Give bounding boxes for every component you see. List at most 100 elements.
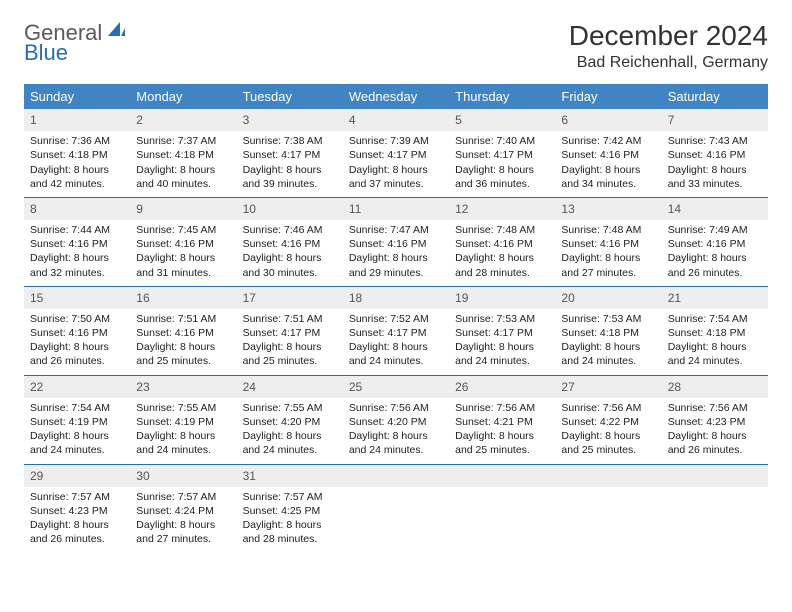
sunset: Sunset: 4:16 PM [349, 237, 443, 251]
day-number: 5 [449, 109, 555, 131]
dayhead-monday: Monday [130, 84, 236, 109]
daylight: Daylight: 8 hours and 24 minutes. [455, 340, 549, 368]
day-number: 11 [343, 198, 449, 220]
sunset: Sunset: 4:16 PM [136, 237, 230, 251]
day-cell: 27Sunrise: 7:56 AMSunset: 4:22 PMDayligh… [555, 375, 661, 464]
day-body: Sunrise: 7:56 AMSunset: 4:22 PMDaylight:… [555, 398, 661, 464]
empty-cell [343, 464, 449, 552]
day-number: 23 [130, 376, 236, 398]
sunrise: Sunrise: 7:47 AM [349, 223, 443, 237]
day-number: 14 [662, 198, 768, 220]
day-cell: 25Sunrise: 7:56 AMSunset: 4:20 PMDayligh… [343, 375, 449, 464]
daylight: Daylight: 8 hours and 26 minutes. [668, 251, 762, 279]
day-cell: 10Sunrise: 7:46 AMSunset: 4:16 PMDayligh… [237, 197, 343, 286]
sunrise: Sunrise: 7:42 AM [561, 134, 655, 148]
day-body: Sunrise: 7:43 AMSunset: 4:16 PMDaylight:… [662, 131, 768, 197]
sunset: Sunset: 4:17 PM [243, 148, 337, 162]
sunset: Sunset: 4:24 PM [136, 504, 230, 518]
day-number: 18 [343, 287, 449, 309]
sunset: Sunset: 4:20 PM [349, 415, 443, 429]
day-number: 20 [555, 287, 661, 309]
sunrise: Sunrise: 7:38 AM [243, 134, 337, 148]
day-number: 2 [130, 109, 236, 131]
sunset: Sunset: 4:17 PM [455, 326, 549, 340]
week-row: 29Sunrise: 7:57 AMSunset: 4:23 PMDayligh… [24, 464, 768, 552]
day-number: 8 [24, 198, 130, 220]
logo-sail-icon [106, 20, 126, 43]
sunrise: Sunrise: 7:37 AM [136, 134, 230, 148]
sunrise: Sunrise: 7:50 AM [30, 312, 124, 326]
day-body: Sunrise: 7:38 AMSunset: 4:17 PMDaylight:… [237, 131, 343, 197]
daylight: Daylight: 8 hours and 24 minutes. [668, 340, 762, 368]
sunset: Sunset: 4:21 PM [455, 415, 549, 429]
day-body: Sunrise: 7:56 AMSunset: 4:20 PMDaylight:… [343, 398, 449, 464]
day-number: 13 [555, 198, 661, 220]
sunset: Sunset: 4:19 PM [136, 415, 230, 429]
sunset: Sunset: 4:17 PM [243, 326, 337, 340]
sunrise: Sunrise: 7:54 AM [668, 312, 762, 326]
sunset: Sunset: 4:16 PM [668, 237, 762, 251]
day-number: 25 [343, 376, 449, 398]
dayhead-friday: Friday [555, 84, 661, 109]
daylight: Daylight: 8 hours and 24 minutes. [30, 429, 124, 457]
sunset: Sunset: 4:16 PM [136, 326, 230, 340]
daylight: Daylight: 8 hours and 26 minutes. [30, 518, 124, 546]
day-body: Sunrise: 7:56 AMSunset: 4:23 PMDaylight:… [662, 398, 768, 464]
day-cell: 31Sunrise: 7:57 AMSunset: 4:25 PMDayligh… [237, 464, 343, 552]
daylight: Daylight: 8 hours and 24 minutes. [349, 429, 443, 457]
day-cell: 8Sunrise: 7:44 AMSunset: 4:16 PMDaylight… [24, 197, 130, 286]
daylight: Daylight: 8 hours and 29 minutes. [349, 251, 443, 279]
day-body: Sunrise: 7:48 AMSunset: 4:16 PMDaylight:… [449, 220, 555, 286]
day-number: 12 [449, 198, 555, 220]
dayhead-wednesday: Wednesday [343, 84, 449, 109]
sunrise: Sunrise: 7:51 AM [243, 312, 337, 326]
logo-text-blue: Blue [24, 40, 68, 65]
week-row: 1Sunrise: 7:36 AMSunset: 4:18 PMDaylight… [24, 109, 768, 197]
sunrise: Sunrise: 7:51 AM [136, 312, 230, 326]
day-cell: 13Sunrise: 7:48 AMSunset: 4:16 PMDayligh… [555, 197, 661, 286]
day-cell: 24Sunrise: 7:55 AMSunset: 4:20 PMDayligh… [237, 375, 343, 464]
day-number: 31 [237, 465, 343, 487]
day-cell: 29Sunrise: 7:57 AMSunset: 4:23 PMDayligh… [24, 464, 130, 552]
sunset: Sunset: 4:20 PM [243, 415, 337, 429]
day-body: Sunrise: 7:50 AMSunset: 4:16 PMDaylight:… [24, 309, 130, 375]
day-cell: 30Sunrise: 7:57 AMSunset: 4:24 PMDayligh… [130, 464, 236, 552]
sunset: Sunset: 4:16 PM [561, 148, 655, 162]
day-number: 22 [24, 376, 130, 398]
daylight: Daylight: 8 hours and 25 minutes. [455, 429, 549, 457]
logo-blue-line: Blue [24, 40, 68, 66]
day-body: Sunrise: 7:51 AMSunset: 4:17 PMDaylight:… [237, 309, 343, 375]
day-body: Sunrise: 7:52 AMSunset: 4:17 PMDaylight:… [343, 309, 449, 375]
sunset: Sunset: 4:16 PM [243, 237, 337, 251]
daylight: Daylight: 8 hours and 37 minutes. [349, 163, 443, 191]
sunset: Sunset: 4:18 PM [561, 326, 655, 340]
day-number: 21 [662, 287, 768, 309]
sunset: Sunset: 4:18 PM [136, 148, 230, 162]
day-body: Sunrise: 7:47 AMSunset: 4:16 PMDaylight:… [343, 220, 449, 286]
day-number: 1 [24, 109, 130, 131]
day-body: Sunrise: 7:57 AMSunset: 4:23 PMDaylight:… [24, 487, 130, 553]
day-body: Sunrise: 7:57 AMSunset: 4:25 PMDaylight:… [237, 487, 343, 553]
day-cell: 16Sunrise: 7:51 AMSunset: 4:16 PMDayligh… [130, 286, 236, 375]
day-cell: 12Sunrise: 7:48 AMSunset: 4:16 PMDayligh… [449, 197, 555, 286]
daylight: Daylight: 8 hours and 27 minutes. [136, 518, 230, 546]
day-cell: 3Sunrise: 7:38 AMSunset: 4:17 PMDaylight… [237, 109, 343, 197]
day-cell: 1Sunrise: 7:36 AMSunset: 4:18 PMDaylight… [24, 109, 130, 197]
sunset: Sunset: 4:16 PM [30, 326, 124, 340]
day-cell: 23Sunrise: 7:55 AMSunset: 4:19 PMDayligh… [130, 375, 236, 464]
title-block: December 2024 Bad Reichenhall, Germany [569, 20, 768, 72]
daylight: Daylight: 8 hours and 36 minutes. [455, 163, 549, 191]
sunrise: Sunrise: 7:40 AM [455, 134, 549, 148]
week-row: 15Sunrise: 7:50 AMSunset: 4:16 PMDayligh… [24, 286, 768, 375]
dayhead-thursday: Thursday [449, 84, 555, 109]
daylight: Daylight: 8 hours and 34 minutes. [561, 163, 655, 191]
sunrise: Sunrise: 7:55 AM [136, 401, 230, 415]
sunrise: Sunrise: 7:55 AM [243, 401, 337, 415]
sunrise: Sunrise: 7:39 AM [349, 134, 443, 148]
sunset: Sunset: 4:23 PM [668, 415, 762, 429]
day-cell: 9Sunrise: 7:45 AMSunset: 4:16 PMDaylight… [130, 197, 236, 286]
empty-cell [449, 464, 555, 552]
day-body: Sunrise: 7:55 AMSunset: 4:19 PMDaylight:… [130, 398, 236, 464]
daylight: Daylight: 8 hours and 26 minutes. [30, 340, 124, 368]
day-body: Sunrise: 7:51 AMSunset: 4:16 PMDaylight:… [130, 309, 236, 375]
